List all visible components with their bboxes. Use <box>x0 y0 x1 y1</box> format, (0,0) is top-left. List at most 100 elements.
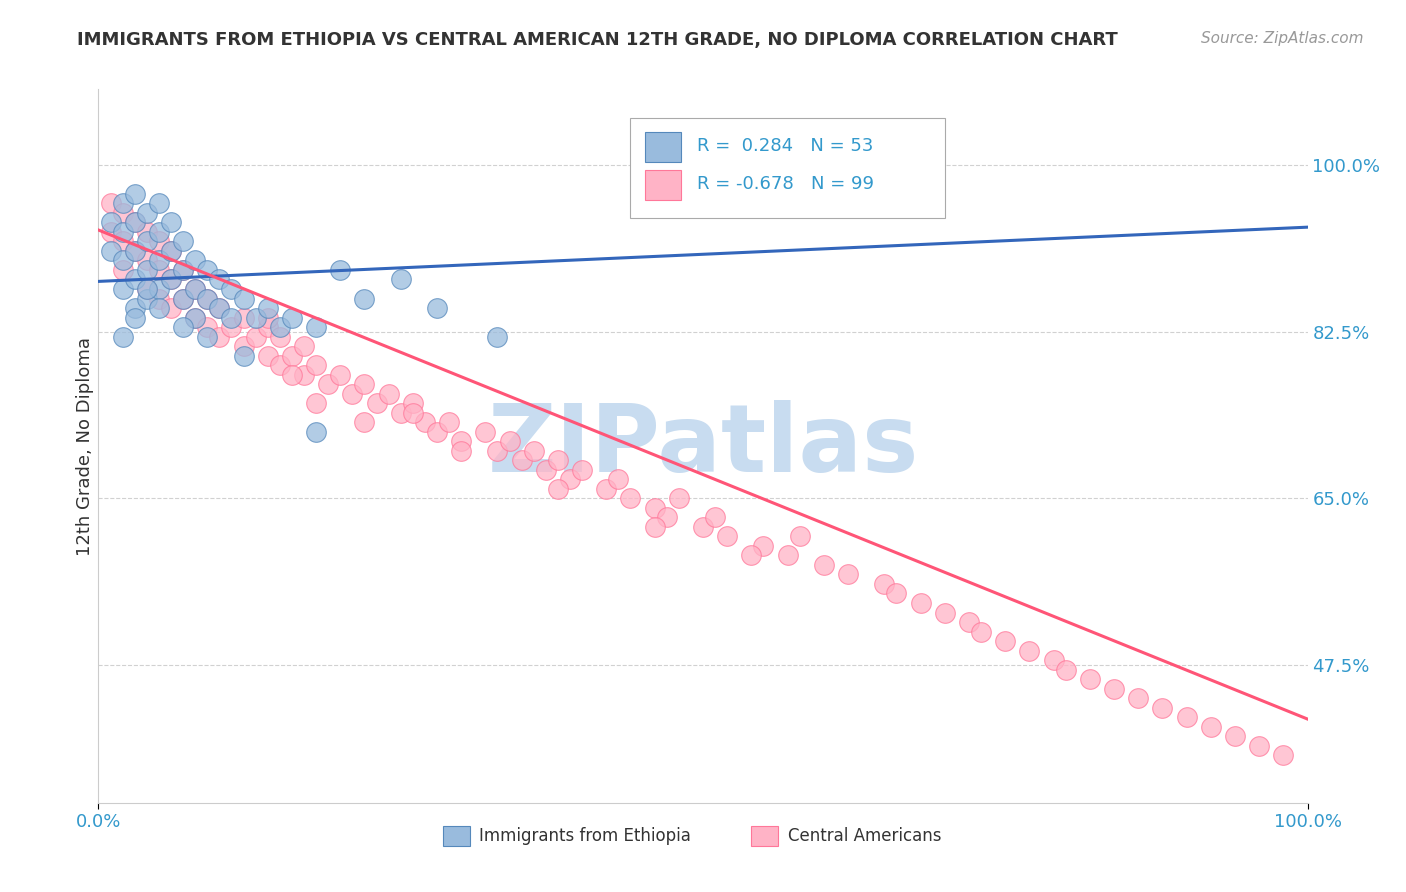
Point <box>510 453 533 467</box>
Point <box>135 282 157 296</box>
Point <box>195 329 218 343</box>
Point <box>148 263 170 277</box>
Point <box>256 349 278 363</box>
Point <box>256 301 278 315</box>
Point <box>292 339 315 353</box>
Point <box>135 253 157 268</box>
Point <box>1018 643 1040 657</box>
Point <box>281 310 304 325</box>
Point <box>184 310 207 325</box>
Point <box>740 549 762 563</box>
Point <box>910 596 932 610</box>
Point <box>111 329 134 343</box>
Point <box>1152 700 1174 714</box>
Point <box>547 482 569 496</box>
Point <box>329 263 352 277</box>
Point <box>160 244 183 258</box>
Point <box>124 244 146 258</box>
Point <box>256 320 278 334</box>
Point <box>402 396 425 410</box>
Point <box>172 292 194 306</box>
Point <box>135 206 157 220</box>
Point <box>148 225 170 239</box>
Point <box>269 320 291 334</box>
Point <box>595 482 617 496</box>
Point <box>232 339 254 353</box>
Point <box>716 529 738 543</box>
Point <box>124 244 146 258</box>
Point <box>135 235 157 249</box>
Point <box>111 196 134 211</box>
Point <box>148 196 170 211</box>
Bar <box>645 169 682 200</box>
Point <box>934 606 956 620</box>
Point <box>124 215 146 229</box>
Point <box>195 263 218 277</box>
Point <box>426 425 449 439</box>
Point <box>474 425 496 439</box>
Point <box>172 263 194 277</box>
Point <box>100 196 122 211</box>
Point <box>292 368 315 382</box>
Point <box>195 292 218 306</box>
Point <box>534 463 557 477</box>
Point <box>148 253 170 268</box>
Point <box>135 282 157 296</box>
Bar <box>645 132 682 162</box>
Point <box>111 282 134 296</box>
Point <box>245 329 267 343</box>
Point <box>704 510 727 524</box>
Bar <box>751 826 778 846</box>
Point <box>232 349 254 363</box>
Point <box>353 415 375 429</box>
Point <box>124 310 146 325</box>
Point <box>1078 672 1101 686</box>
Point <box>305 396 328 410</box>
Point <box>353 292 375 306</box>
Point <box>160 301 183 315</box>
Point <box>668 491 690 506</box>
Point <box>305 425 328 439</box>
Point <box>281 349 304 363</box>
Point <box>1272 748 1295 763</box>
Point <box>269 329 291 343</box>
Point <box>692 520 714 534</box>
Point <box>111 253 134 268</box>
Point <box>558 472 581 486</box>
Point <box>389 272 412 286</box>
Point <box>886 586 908 600</box>
Point <box>269 358 291 372</box>
Point <box>160 215 183 229</box>
Point <box>124 186 146 201</box>
Point <box>195 320 218 334</box>
Point <box>135 263 157 277</box>
Point <box>644 520 666 534</box>
Point <box>426 301 449 315</box>
Point <box>776 549 799 563</box>
Point <box>389 406 412 420</box>
Point <box>1054 663 1077 677</box>
Text: Central Americans: Central Americans <box>787 827 941 845</box>
Point <box>994 634 1017 648</box>
Text: Immigrants from Ethiopia: Immigrants from Ethiopia <box>479 827 692 845</box>
Point <box>208 301 231 315</box>
Point <box>1175 710 1198 724</box>
Text: R =  0.284   N = 53: R = 0.284 N = 53 <box>697 137 873 155</box>
Point <box>353 377 375 392</box>
Point <box>1042 653 1064 667</box>
Point <box>172 320 194 334</box>
Point <box>256 310 278 325</box>
Point <box>305 320 328 334</box>
Text: IMMIGRANTS FROM ETHIOPIA VS CENTRAL AMERICAN 12TH GRADE, NO DIPLOMA CORRELATION : IMMIGRANTS FROM ETHIOPIA VS CENTRAL AMER… <box>77 31 1118 49</box>
Point <box>281 368 304 382</box>
Point <box>486 329 509 343</box>
Point <box>377 386 399 401</box>
Point <box>245 310 267 325</box>
Point <box>342 386 364 401</box>
Point <box>195 292 218 306</box>
Point <box>644 500 666 515</box>
Point <box>100 244 122 258</box>
Point <box>111 225 134 239</box>
Point <box>111 206 134 220</box>
Point <box>135 292 157 306</box>
